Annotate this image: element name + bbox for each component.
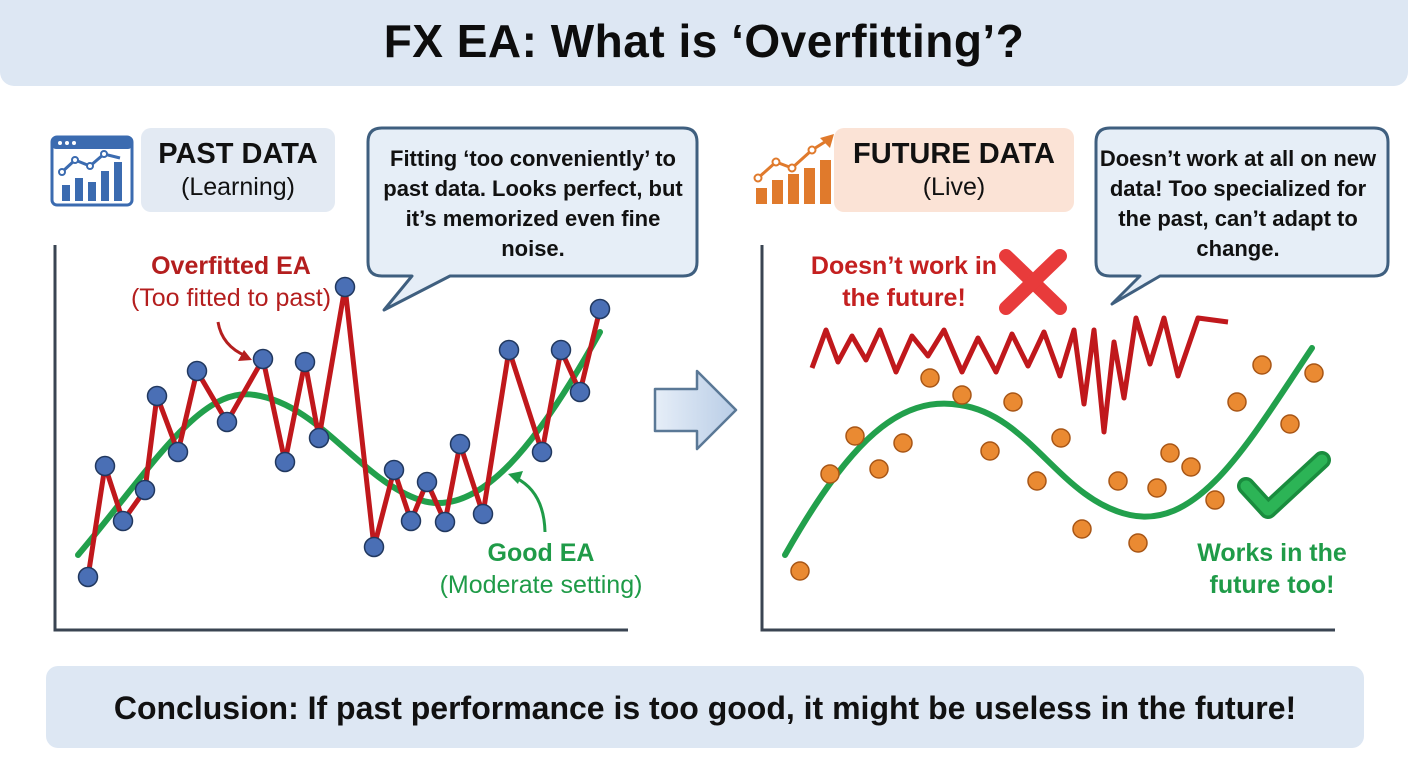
- title-bar: FX EA: What is ‘Overfitting’?: [0, 0, 1408, 86]
- future-data-point: [893, 433, 913, 453]
- future-data-point: [1051, 428, 1071, 448]
- future-data-point: [1128, 533, 1148, 553]
- red-x-icon: [999, 249, 1067, 315]
- good-ea-label: Good EA: [487, 539, 595, 567]
- past-data-point: [294, 351, 316, 373]
- future-data-point: [1147, 478, 1167, 498]
- future-data-point: [1160, 443, 1180, 463]
- past-data-point: [531, 441, 553, 463]
- past-data-point: [569, 381, 591, 403]
- future-data-points: [790, 355, 1324, 581]
- past-data-point: [112, 510, 134, 532]
- past-chart-axes: [53, 245, 628, 632]
- past-data-point: [252, 348, 274, 370]
- past-data-point: [434, 511, 456, 533]
- overfitted-ea-line-future: [809, 315, 1229, 435]
- future-data-point: [1108, 471, 1128, 491]
- past-data-point: [363, 536, 385, 558]
- rising-bar-chart-arrow-icon: [753, 134, 834, 204]
- past-data-point: [589, 298, 611, 320]
- good-pointer-arrow: [508, 471, 547, 533]
- transition-arrow: [653, 369, 738, 451]
- bar-line-chart-window-icon: [50, 135, 134, 207]
- past-data-point: [216, 411, 238, 433]
- past-data-point: [146, 385, 168, 407]
- past-data-point: [134, 479, 156, 501]
- past-data-point: [94, 455, 116, 477]
- future-data-point: [1181, 457, 1201, 477]
- good-ea-annotation: Good EA (Moderate setting): [400, 537, 682, 601]
- overfit-pointer-arrow: [216, 321, 252, 361]
- future-data-point: [820, 464, 840, 484]
- past-data-point: [550, 339, 572, 361]
- overfitted-ea-label: Overfitted EA: [151, 252, 311, 280]
- overfitted-ea-annotation: Overfitted EA (Too fitted to past): [98, 250, 364, 314]
- past-data-subtitle: (Learning): [181, 173, 295, 201]
- future-data-title: FUTURE DATA: [853, 138, 1055, 170]
- future-data-point: [920, 368, 940, 388]
- future-data-point: [1003, 392, 1023, 412]
- speech-bubble-right: [1094, 126, 1390, 306]
- fail-in-future-label: Doesn’t work in the future!: [810, 252, 998, 312]
- page-title: FX EA: What is ‘Overfitting’?: [383, 15, 1025, 67]
- overfitted-ea-line-past: [85, 284, 603, 578]
- future-chart-axes: [760, 245, 1335, 632]
- conclusion-text: Conclusion: If past performance is too g…: [113, 690, 1297, 726]
- past-data-point: [400, 510, 422, 532]
- good-ea-curve-past: [75, 329, 603, 558]
- overfitted-ea-sublabel: (Too fitted to past): [130, 284, 332, 312]
- past-data-title: PAST DATA: [158, 138, 318, 170]
- past-data-point: [77, 566, 99, 588]
- past-data-point: [186, 360, 208, 382]
- conclusion-banner: Conclusion: If past performance is too g…: [46, 666, 1364, 748]
- speech-bubble-left-text: Fitting ‘too conveniently’ to past data.…: [383, 146, 683, 261]
- past-data-points: [77, 276, 611, 588]
- past-data-point: [472, 503, 494, 525]
- future-data-point: [1252, 355, 1272, 375]
- future-data-point: [869, 459, 889, 479]
- future-data-point: [1072, 519, 1092, 539]
- future-data-point: [952, 385, 972, 405]
- works-in-future-label: Works in the future too!: [1197, 539, 1347, 599]
- speech-bubble-left: [366, 126, 699, 312]
- good-ea-sublabel: (Moderate setting): [439, 571, 643, 599]
- past-data-point: [167, 441, 189, 463]
- past-data-point: [334, 276, 356, 298]
- good-ea-curve-future: [782, 345, 1315, 558]
- future-data-point: [980, 441, 1000, 461]
- past-data-point: [498, 339, 520, 361]
- future-data-point: [1205, 490, 1225, 510]
- future-data-point: [1027, 471, 1047, 491]
- past-data-point: [274, 451, 296, 473]
- past-data-point: [308, 427, 330, 449]
- past-data-point: [416, 471, 438, 493]
- past-data-label: PAST DATA (Learning): [141, 128, 335, 212]
- future-data-point: [1280, 414, 1300, 434]
- future-data-point: [845, 426, 865, 446]
- future-data-point: [790, 561, 810, 581]
- future-data-point: [1304, 363, 1324, 383]
- past-data-point: [449, 433, 471, 455]
- speech-bubble-right-text: Doesn’t work at all on new data! Too spe…: [1099, 146, 1377, 261]
- future-data-subtitle: (Live): [922, 173, 986, 201]
- green-check-icon: [1237, 451, 1331, 519]
- future-data-label: FUTURE DATA (Live): [834, 128, 1074, 212]
- future-data-point: [1227, 392, 1247, 412]
- past-data-point: [383, 459, 405, 481]
